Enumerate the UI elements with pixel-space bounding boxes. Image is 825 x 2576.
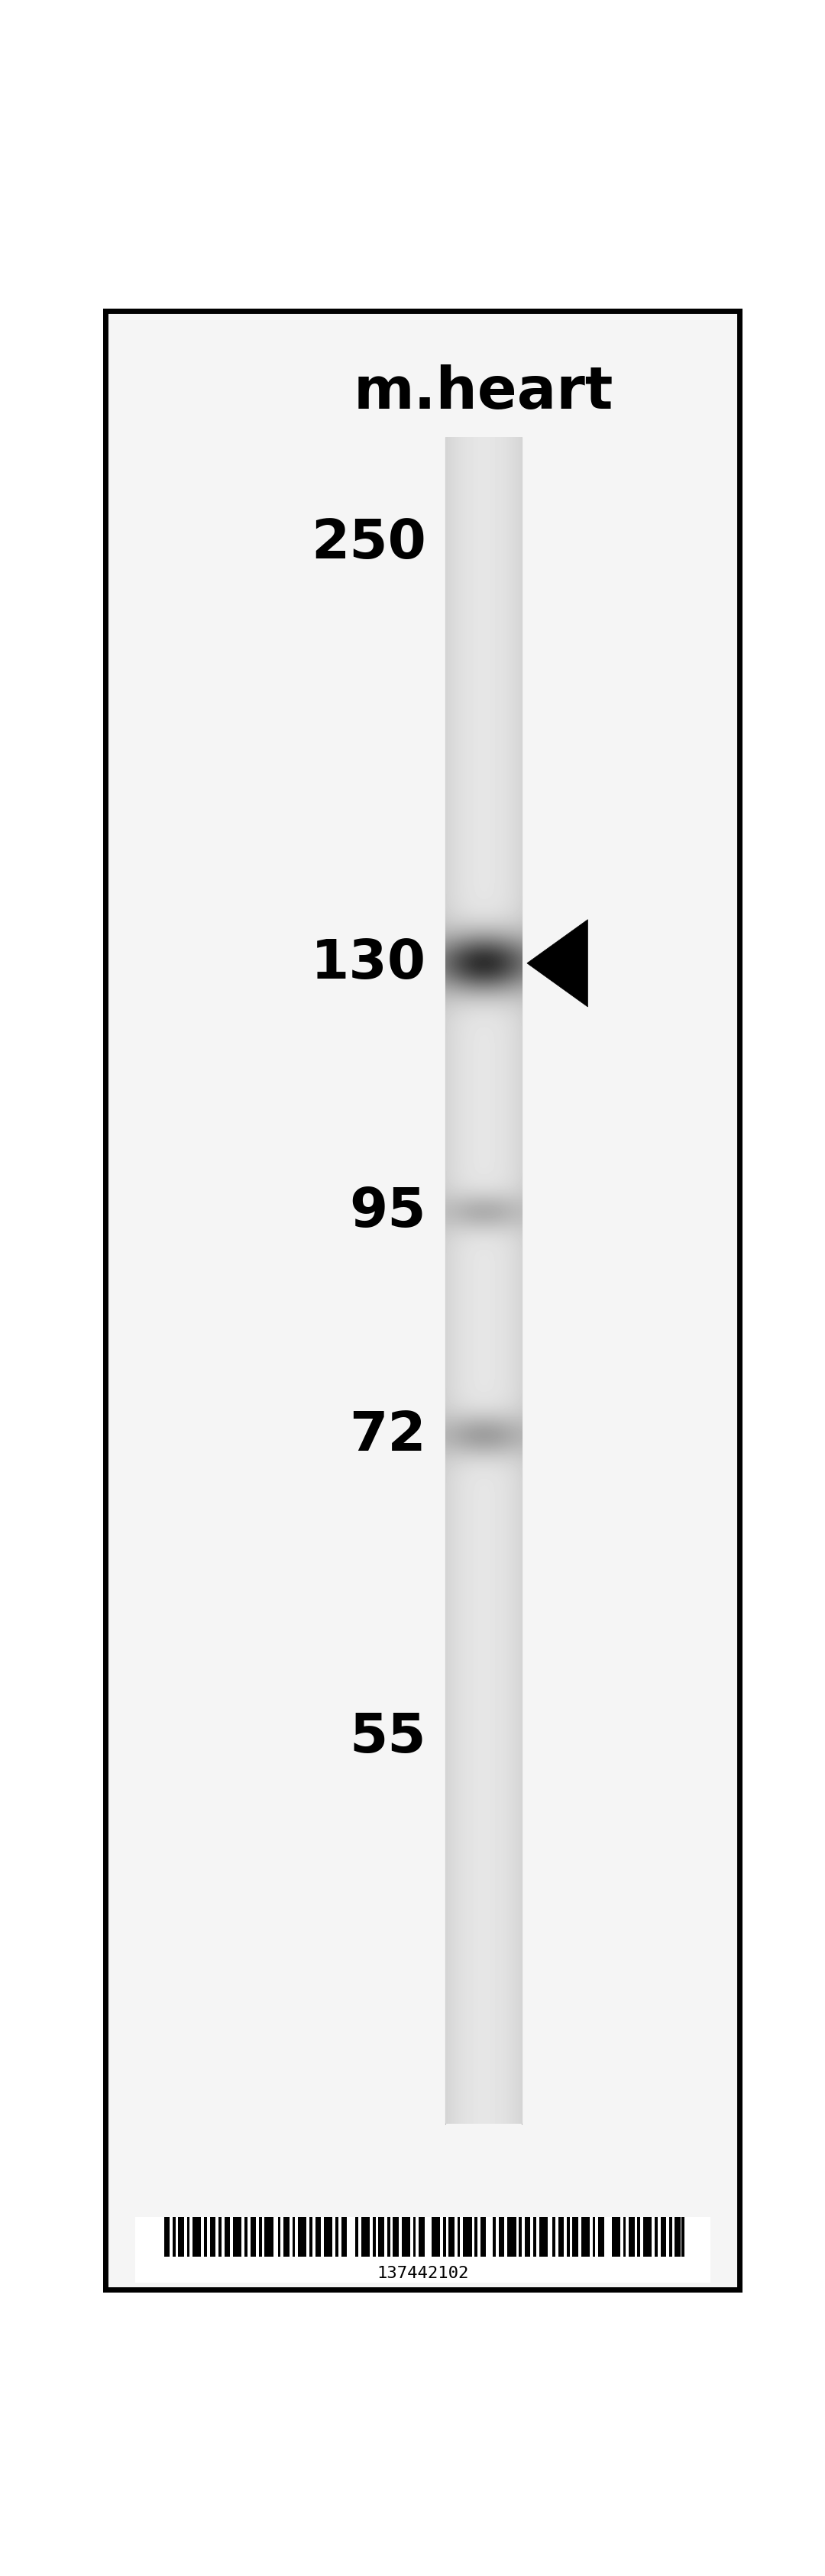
Text: m.heart: m.heart: [354, 366, 614, 420]
Bar: [519, 2218, 521, 2257]
Bar: [419, 2218, 425, 2257]
Bar: [292, 2218, 295, 2257]
Bar: [611, 2218, 620, 2257]
Bar: [567, 2218, 569, 2257]
Bar: [573, 2218, 578, 2257]
Bar: [643, 2218, 652, 2257]
Bar: [474, 2218, 478, 2257]
Bar: [675, 2218, 681, 2257]
Text: 72: 72: [349, 1409, 426, 1463]
Text: 130: 130: [310, 938, 426, 989]
Bar: [135, 2218, 710, 2282]
Bar: [552, 2218, 555, 2257]
Bar: [224, 2218, 230, 2257]
Bar: [449, 2218, 455, 2257]
Bar: [493, 2218, 496, 2257]
Text: 250: 250: [311, 518, 426, 569]
Bar: [598, 2218, 604, 2257]
Bar: [210, 2218, 215, 2257]
Bar: [581, 2218, 590, 2257]
Bar: [259, 2218, 262, 2257]
Bar: [655, 2218, 658, 2257]
Bar: [539, 2218, 548, 2257]
Bar: [402, 2218, 410, 2257]
Bar: [193, 2218, 201, 2257]
Bar: [661, 2218, 667, 2257]
Polygon shape: [527, 920, 587, 1007]
Bar: [379, 2218, 384, 2257]
Bar: [558, 2218, 563, 2257]
Bar: [463, 2218, 472, 2257]
Bar: [356, 2218, 358, 2257]
Bar: [164, 2218, 170, 2257]
Bar: [457, 2218, 460, 2257]
Bar: [681, 2218, 685, 2257]
Bar: [361, 2218, 370, 2257]
Bar: [480, 2218, 486, 2257]
Bar: [335, 2218, 338, 2257]
Bar: [393, 2218, 398, 2257]
Bar: [298, 2218, 307, 2257]
Bar: [265, 2218, 273, 2257]
Bar: [443, 2218, 446, 2257]
Bar: [219, 2218, 221, 2257]
Bar: [244, 2218, 247, 2257]
Text: 55: 55: [349, 1710, 426, 1765]
Bar: [250, 2218, 256, 2257]
Bar: [387, 2218, 390, 2257]
Bar: [533, 2218, 536, 2257]
Bar: [315, 2218, 321, 2257]
Bar: [178, 2218, 184, 2257]
Text: 95: 95: [349, 1185, 426, 1239]
Bar: [507, 2218, 516, 2257]
Bar: [525, 2218, 530, 2257]
Bar: [638, 2218, 640, 2257]
Bar: [204, 2218, 207, 2257]
Bar: [309, 2218, 313, 2257]
Bar: [592, 2218, 596, 2257]
Bar: [629, 2218, 634, 2257]
Bar: [669, 2218, 672, 2257]
Text: 137442102: 137442102: [377, 2264, 469, 2280]
Bar: [431, 2218, 440, 2257]
Bar: [341, 2218, 346, 2257]
Bar: [284, 2218, 290, 2257]
Bar: [623, 2218, 626, 2257]
Bar: [172, 2218, 176, 2257]
Bar: [278, 2218, 280, 2257]
Bar: [413, 2218, 416, 2257]
Bar: [233, 2218, 242, 2257]
Bar: [373, 2218, 375, 2257]
Bar: [187, 2218, 190, 2257]
Bar: [324, 2218, 332, 2257]
Bar: [499, 2218, 505, 2257]
